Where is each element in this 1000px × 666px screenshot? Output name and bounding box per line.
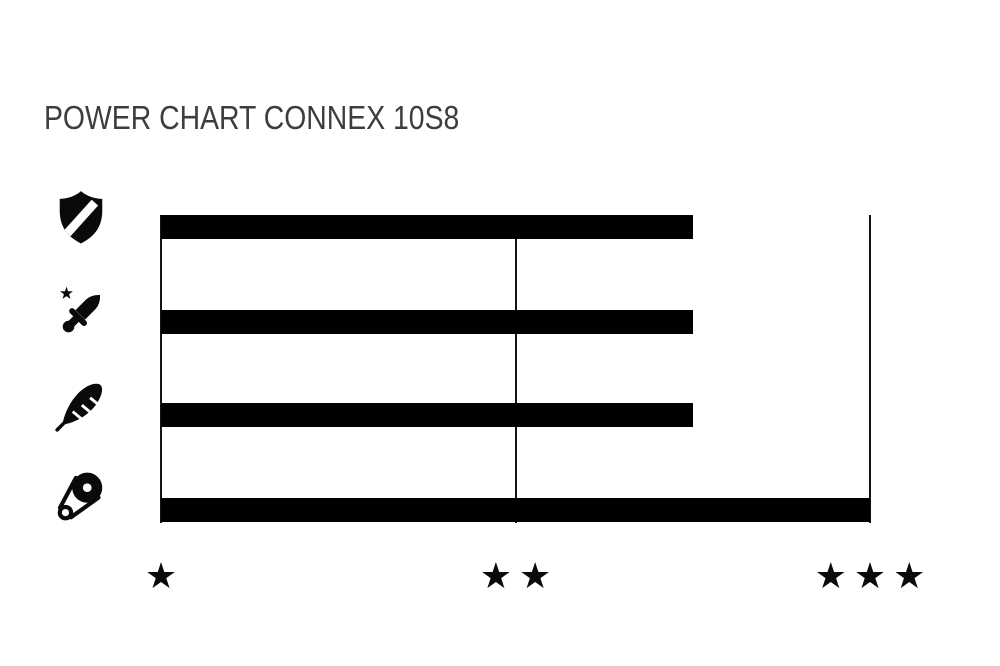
bar-feather xyxy=(161,403,693,427)
bar-shield xyxy=(161,215,693,239)
tick-label-2-stars: ★★ xyxy=(479,556,559,597)
dagger-icon xyxy=(53,283,109,339)
gridline-2-stars xyxy=(514,215,517,523)
feather-icon xyxy=(53,377,109,433)
bar-pulley xyxy=(161,498,870,522)
gridline-1-star xyxy=(160,215,162,523)
bar-dagger xyxy=(161,310,693,334)
gridline-3-stars xyxy=(869,215,871,523)
tick-label-1-star: ★ xyxy=(144,556,185,597)
plot-area xyxy=(160,215,871,523)
chart-title: POWER CHART CONNEX 10S8 xyxy=(44,99,460,136)
shield-icon xyxy=(53,189,109,245)
pulley-icon xyxy=(53,468,109,524)
tick-label-3-stars: ★★★ xyxy=(814,556,933,597)
x-axis-labels: ★ ★★ ★★★ xyxy=(145,556,926,602)
